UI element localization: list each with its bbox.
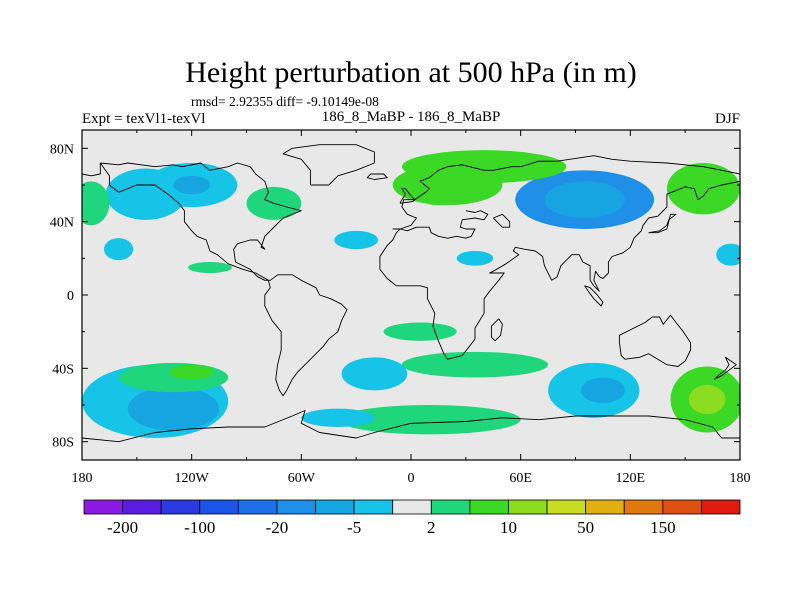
anomaly-region-2 [562, 192, 607, 215]
stats-text: rmsd= 2.92355 diff= -9.10149e-08 [191, 94, 379, 109]
case-label: 186_8_MaBP - 186_8_MaBP [322, 109, 501, 125]
colorbar-swatch-2 [160, 499, 201, 515]
coastline-4 [379, 180, 740, 360]
coastlines [82, 144, 740, 443]
coastline-3 [82, 163, 101, 177]
x-tick-label-3: 0 [408, 471, 415, 486]
x-tick-label-2: 60W [288, 471, 316, 486]
colorbar-swatch-5 [276, 499, 316, 515]
colorbar-swatch-1 [122, 499, 162, 515]
y-tick-label-2: 0 [67, 289, 74, 304]
coastline-6 [618, 314, 692, 367]
y-tick-label-3: 40S [52, 362, 74, 377]
y-axis: 80N 40N 0 40S 80S [50, 142, 740, 451]
anomaly-region-27 [580, 377, 625, 404]
y-tick-label-1: 40N [50, 216, 74, 231]
colorbar-swatch-0 [83, 499, 123, 515]
anomaly-region-29 [688, 384, 726, 415]
colorbar-label-0: -200 [107, 518, 138, 537]
x-tick-label-6: 180 [730, 471, 751, 486]
y-tick-label-4: 80S [52, 436, 74, 451]
colorbar-swatch-16 [701, 499, 741, 515]
anomaly-region-21 [383, 322, 457, 341]
map-panel [82, 130, 740, 460]
colorbar-swatch-10 [469, 499, 509, 515]
anomaly-region-9 [173, 175, 210, 195]
x-axis: 180 120W 60W 0 60E 120E 180 [72, 130, 751, 486]
anomaly-region-23 [401, 351, 549, 378]
anomaly-field [82, 150, 740, 439]
colorbar-label-2: -20 [266, 518, 289, 537]
y-tick-label-0: 80N [50, 142, 74, 157]
season-label: DJF [715, 111, 740, 127]
colorbar-swatch-12 [546, 499, 587, 515]
coastline-9 [399, 188, 416, 204]
colorbar-swatch-15 [662, 499, 702, 515]
x-tick-label-1: 120W [175, 471, 210, 486]
colorbar-swatch-4 [237, 499, 278, 515]
coastline-8 [648, 213, 677, 234]
coastline-7 [82, 410, 740, 443]
anomaly-region-5 [416, 183, 461, 206]
colorbar-swatch-14 [623, 499, 664, 515]
coastline-12 [584, 285, 604, 307]
colorbar-label-3: -5 [347, 518, 361, 537]
colorbar-swatch-8 [392, 499, 432, 515]
colorbar-label-7: 150 [650, 518, 676, 537]
anomaly-region-25 [301, 408, 375, 428]
coastline-1 [282, 144, 375, 186]
anomaly-region-15 [456, 251, 494, 266]
anomaly-region-14 [188, 262, 232, 273]
x-tick-label-0: 180 [72, 471, 93, 486]
colorbar-label-6: 50 [577, 518, 594, 537]
chart-title: Height perturbation at 500 hPa (in m) [185, 56, 637, 89]
anomaly-region-20 [169, 364, 214, 380]
coastline-13 [492, 213, 511, 228]
coastline-11 [714, 356, 737, 380]
colorbar-label-4: 2 [427, 518, 436, 537]
anomaly-region-6 [666, 163, 740, 215]
coastline-2 [392, 155, 740, 230]
anomaly-region-11 [82, 181, 110, 226]
colorbar-swatch-7 [353, 499, 394, 515]
anomaly-region-13 [334, 230, 379, 250]
anomaly-region-16 [716, 243, 740, 266]
anomaly-region-12 [103, 238, 134, 261]
coastline-5 [490, 318, 503, 342]
x-tick-label-4: 60E [509, 471, 532, 486]
colorbar-label-5: 10 [500, 518, 517, 537]
coastline-0 [99, 162, 348, 397]
anomaly-region-19 [118, 362, 229, 393]
x-tick-label-5: 120E [616, 471, 646, 486]
anomaly-region-18 [127, 386, 220, 431]
colorbar-swatch-9 [430, 499, 471, 515]
colorbar-swatch-11 [508, 499, 548, 515]
colorbar-label-1: -100 [184, 518, 215, 537]
colorbar-swatch-3 [199, 499, 239, 515]
coastline-10 [366, 173, 388, 180]
colorbar-swatch-13 [585, 499, 625, 515]
colorbar-swatch-6 [315, 499, 355, 515]
anomaly-region-24 [337, 405, 521, 435]
experiment-label: Expt = texVl1-texVl [82, 111, 205, 127]
anomaly-region-22 [341, 357, 408, 391]
colorbar: -200 -100 -20 -5 2 10 50 150 [83, 499, 741, 537]
